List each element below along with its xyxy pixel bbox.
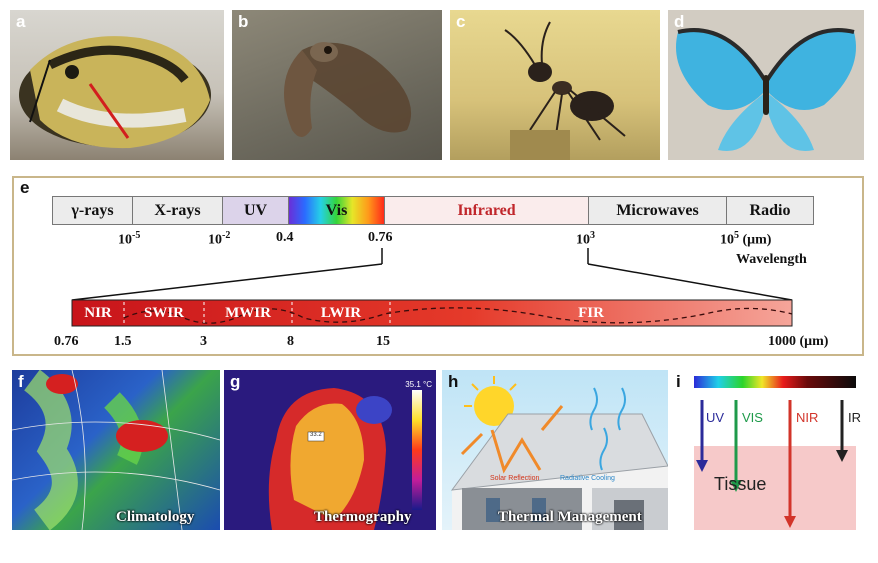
tick-1e5: 105 (μm) [720,230,772,248]
butterfly-illustration [676,28,856,152]
caption-thermal-management: Thermal Management [498,509,642,525]
vis-arrow-label: VIS [742,410,763,425]
sub-band-fir: FIR [578,304,604,321]
panel-e-spectrum-diagram: e γ-rays X-rays UV Vis Infrared Microwav… [12,176,864,356]
band-visible: Vis [288,196,384,225]
ir-tick-15: 15 [376,334,390,349]
panel-label-f: f [18,372,24,391]
tick-1e3: 103 [576,230,595,248]
snake-illustration [19,36,211,149]
sub-band-lwir: LWIR [320,304,362,321]
axis-title-wavelength: Wavelength [736,252,807,267]
ir-tick-0-76: 0.76 [54,334,79,349]
panel-i-tissue-penetration-diagram: i UV VIS NIR IR Tissue [672,370,868,530]
thermal-spot-tag: 33.2 [310,432,322,438]
panel-label-h: h [448,372,459,391]
ir-tick-3: 3 [200,334,207,349]
panel-label-d: d [674,12,685,31]
panel-label-c: c [456,12,466,31]
sub-band-swir: SWIR [143,304,184,321]
zoom-connector-lines [71,248,793,327]
panel-label-b: b [238,12,249,31]
caption-thermography: Thermography [314,509,412,525]
band-x-rays: X-rays [132,196,222,225]
thermal-face-illustration [268,388,422,530]
band-radio: Radio [726,196,814,225]
panel-label-a: a [16,12,26,31]
band-uv: UV [222,196,288,225]
ir-tick-1000: 1000 (μm) [768,334,829,349]
ant-illustration [504,21,626,160]
band-infrared: Infrared [384,196,588,225]
radiative-cooling-label: Radiative Cooling [560,475,615,482]
panel-c-ant-photo: c [450,10,660,160]
tissue-penetration-graphic [694,376,856,530]
panel-a-snake-photo: a [10,10,224,160]
band-gamma-rays: γ-rays [52,196,132,225]
tick-1e-2: 10-2 [208,230,231,248]
panel-label-i: i [676,372,681,391]
nir-arrow-label: NIR [796,410,819,425]
caption-climatology: Climatology [116,509,195,525]
tissue-label: Tissue [714,474,767,494]
tick-0-76: 0.76 [368,230,393,245]
weather-map-illustration [12,370,220,530]
tick-0-4: 0.4 [276,230,294,245]
cuttlefish-illustration [284,42,412,138]
sub-band-nir: NIR [84,304,112,321]
solar-reflection-label: Solar Reflection [490,475,540,482]
ir-tick-8: 8 [287,334,294,349]
panel-label-e: e [20,178,30,197]
ir-arrow-label: IR [848,410,861,425]
thermal-temp-readout: 35.1 °C [405,380,432,389]
panel-d-butterfly-photo: d [668,10,864,160]
band-microwaves: Microwaves [588,196,726,225]
panel-g-thermography-image: 33.2 35.1 °C g Thermography [224,370,436,530]
ir-tick-1-5: 1.5 [114,334,132,349]
panel-b-cuttlefish-photo: b [232,10,442,160]
panel-label-g: g [230,372,241,391]
uv-arrow-label: UV [706,410,725,425]
panel-f-climatology-map: f Climatology [12,370,220,530]
house-illustration [450,376,668,530]
panel-h-thermal-management-illustration: Solar Reflection Radiative Cooling h The… [442,370,668,530]
tick-1e-5: 10-5 [118,230,141,248]
sub-band-mwir: MWIR [225,304,271,321]
